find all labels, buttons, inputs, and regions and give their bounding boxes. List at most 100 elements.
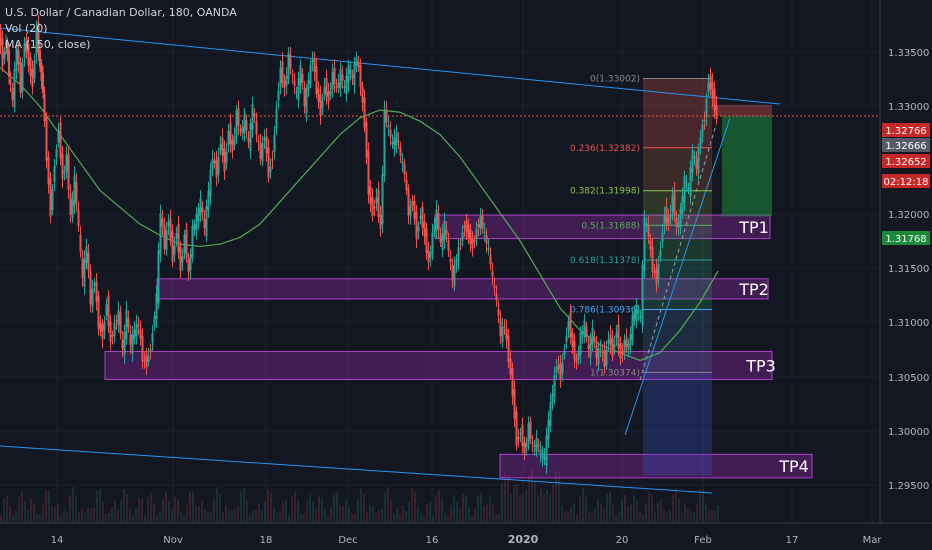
volume-bar	[519, 495, 521, 523]
candle-body	[163, 225, 166, 249]
candle-body	[193, 224, 196, 230]
candle-body	[581, 331, 584, 335]
volume-bar	[633, 494, 635, 523]
volume-bar	[684, 503, 686, 523]
candle-body	[463, 225, 466, 229]
candle-body	[349, 69, 352, 74]
candle-body	[109, 321, 112, 342]
symbol-title[interactable]: U.S. Dollar / Canadian Dollar, 180, OAND…	[5, 6, 237, 19]
candle-body	[651, 246, 654, 272]
rising-trendline[interactable]	[624, 117, 731, 436]
candle-body	[423, 221, 426, 237]
candle-body	[525, 442, 528, 448]
candle-body	[593, 336, 596, 341]
volume-bar	[39, 514, 41, 523]
candle-body	[387, 125, 390, 128]
time-axis[interactable]	[0, 523, 932, 550]
volume-bar	[693, 512, 695, 523]
candle-body	[633, 312, 636, 321]
candle-body	[543, 456, 546, 460]
volume-bar	[498, 513, 500, 523]
volume-bar	[591, 513, 593, 523]
volume-bar	[108, 513, 110, 523]
candle-body	[527, 423, 530, 443]
volume-bar	[12, 514, 14, 523]
candle-body	[675, 217, 678, 227]
candle-body	[117, 310, 120, 325]
volume-bar	[222, 512, 224, 523]
volume-bar	[42, 503, 44, 523]
candle-body	[465, 220, 468, 232]
candle-body	[713, 89, 716, 111]
candle-body	[295, 91, 298, 94]
moving-average-label[interactable]: MA (150, close)	[5, 38, 91, 51]
volume-bar	[612, 504, 614, 523]
volume-bar	[588, 511, 590, 523]
upper-trendline[interactable]	[0, 27, 781, 105]
time-tick-label: 18	[260, 535, 273, 546]
candle-body	[319, 94, 322, 116]
volume-bar	[579, 496, 581, 523]
volume-bar	[609, 492, 611, 523]
candle-body	[107, 295, 110, 326]
candle-body	[591, 327, 594, 346]
candle-body	[615, 332, 618, 338]
fib-level-label: 0.618(1.31378)	[570, 256, 640, 266]
candle-body	[103, 322, 106, 331]
lower-trendline[interactable]	[0, 445, 713, 494]
candle-body	[15, 46, 18, 71]
volume-bar	[159, 511, 161, 523]
candle-body	[657, 263, 660, 279]
volume-bar	[219, 494, 221, 523]
position-stop-zone[interactable]	[712, 104, 772, 117]
candle-body	[457, 247, 460, 261]
candle-body	[179, 246, 182, 271]
candle-body	[43, 93, 46, 122]
volume-bar	[207, 511, 209, 523]
candle-body	[147, 356, 150, 363]
volume-bar	[690, 511, 692, 523]
volume-bar	[570, 507, 572, 523]
candle-body	[585, 326, 588, 338]
candle-body	[659, 250, 662, 257]
candle-body	[347, 64, 350, 84]
candle-body	[647, 224, 650, 237]
volume-bar	[3, 497, 5, 523]
candle-body	[529, 421, 532, 439]
volume-bar	[99, 488, 101, 523]
volume-bar	[474, 508, 476, 523]
position-target-zone[interactable]	[722, 116, 772, 217]
volume-bar	[120, 501, 122, 523]
price-axis[interactable]	[880, 0, 932, 550]
volume-indicator-label[interactable]: Vol (20)	[5, 22, 48, 35]
candle-body	[451, 264, 454, 281]
candle-body	[505, 328, 508, 340]
volume-bar	[402, 505, 404, 523]
target-zone-tp3[interactable]	[104, 351, 773, 380]
time-tick-label: 20	[616, 535, 629, 546]
candle-body	[437, 213, 440, 230]
target-zone-tp4[interactable]	[499, 453, 813, 479]
volume-bar	[177, 500, 179, 523]
candle-body	[551, 393, 554, 403]
volume-bar	[225, 506, 227, 523]
volume-bar	[711, 509, 713, 523]
time-tick-label: 14	[51, 535, 64, 546]
volume-bar	[675, 488, 677, 523]
candle-body	[601, 351, 604, 353]
volume-bar	[174, 496, 176, 523]
candle-body	[715, 104, 718, 119]
volume-bar	[603, 509, 605, 523]
candle-body	[231, 140, 234, 152]
volume-bar	[618, 511, 620, 523]
candle-body	[113, 322, 116, 337]
candle-body	[449, 258, 452, 262]
volume-bar	[420, 512, 422, 523]
candle-body	[329, 90, 332, 95]
candle-body	[711, 82, 714, 99]
candle-body	[561, 362, 564, 373]
candle-body	[587, 344, 590, 350]
candle-body	[13, 69, 16, 108]
candle-body	[125, 309, 128, 340]
